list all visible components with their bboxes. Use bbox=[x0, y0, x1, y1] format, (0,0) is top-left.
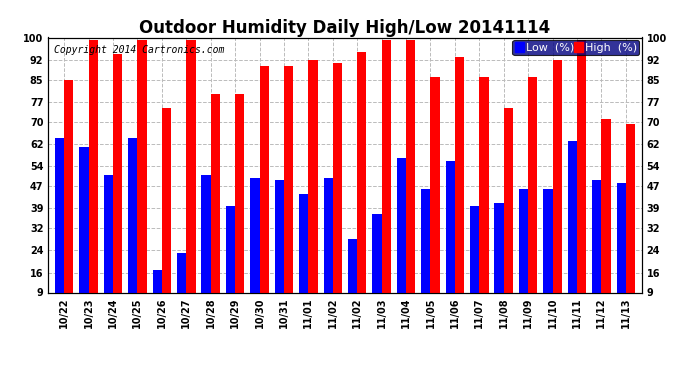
Bar bbox=[128, 138, 137, 318]
Bar bbox=[617, 183, 626, 318]
Bar bbox=[519, 189, 528, 318]
Bar bbox=[177, 253, 186, 318]
Bar bbox=[88, 40, 98, 318]
Bar bbox=[421, 189, 431, 318]
Bar bbox=[162, 108, 171, 318]
Bar bbox=[528, 77, 538, 318]
Bar bbox=[113, 54, 122, 318]
Bar bbox=[446, 161, 455, 318]
Bar bbox=[455, 57, 464, 318]
Bar bbox=[553, 60, 562, 318]
Bar bbox=[210, 93, 220, 318]
Legend: Low  (%), High  (%): Low (%), High (%) bbox=[513, 40, 640, 55]
Bar bbox=[397, 158, 406, 318]
Bar bbox=[382, 40, 391, 318]
Bar bbox=[235, 93, 244, 318]
Bar bbox=[480, 77, 489, 318]
Bar bbox=[104, 175, 113, 318]
Bar bbox=[259, 66, 269, 318]
Bar bbox=[152, 270, 162, 318]
Bar bbox=[308, 60, 317, 318]
Bar bbox=[373, 214, 382, 318]
Bar bbox=[495, 203, 504, 318]
Bar bbox=[568, 141, 577, 318]
Bar bbox=[284, 66, 293, 318]
Bar bbox=[275, 180, 284, 318]
Bar bbox=[431, 77, 440, 318]
Bar bbox=[137, 40, 147, 318]
Bar bbox=[406, 40, 415, 318]
Bar bbox=[186, 40, 195, 318]
Bar bbox=[299, 194, 308, 318]
Bar bbox=[592, 180, 602, 318]
Bar bbox=[577, 40, 586, 318]
Bar bbox=[470, 206, 480, 318]
Bar bbox=[626, 124, 635, 318]
Bar bbox=[602, 119, 611, 318]
Title: Outdoor Humidity Daily High/Low 20141114: Outdoor Humidity Daily High/Low 20141114 bbox=[139, 20, 551, 38]
Bar bbox=[504, 108, 513, 318]
Bar bbox=[357, 51, 366, 318]
Bar bbox=[64, 80, 73, 318]
Bar bbox=[543, 189, 553, 318]
Bar bbox=[333, 63, 342, 318]
Bar bbox=[226, 206, 235, 318]
Bar bbox=[324, 178, 333, 318]
Bar bbox=[201, 175, 210, 318]
Bar bbox=[79, 147, 88, 318]
Text: Copyright 2014 Cartronics.com: Copyright 2014 Cartronics.com bbox=[55, 45, 225, 55]
Bar bbox=[250, 178, 259, 318]
Bar bbox=[55, 138, 64, 318]
Bar bbox=[348, 239, 357, 318]
